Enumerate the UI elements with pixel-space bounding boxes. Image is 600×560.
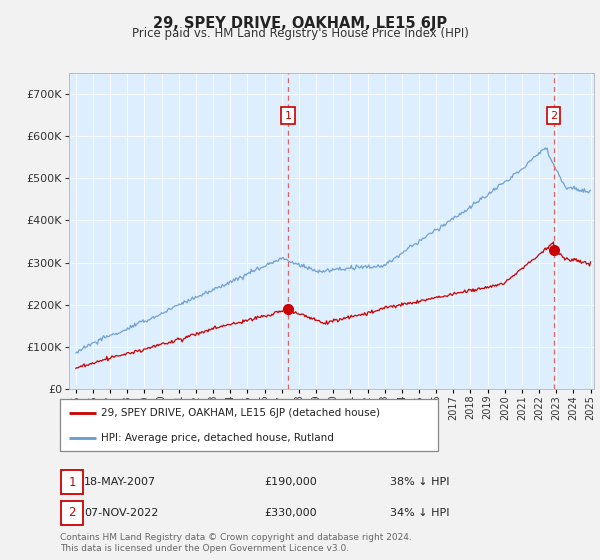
Text: Contains HM Land Registry data © Crown copyright and database right 2024.
This d: Contains HM Land Registry data © Crown c…: [60, 533, 412, 553]
Text: Price paid vs. HM Land Registry's House Price Index (HPI): Price paid vs. HM Land Registry's House …: [131, 27, 469, 40]
FancyBboxPatch shape: [61, 470, 83, 494]
Text: 29, SPEY DRIVE, OAKHAM, LE15 6JP: 29, SPEY DRIVE, OAKHAM, LE15 6JP: [153, 16, 447, 31]
Text: 2: 2: [68, 506, 76, 520]
FancyBboxPatch shape: [61, 501, 83, 525]
Text: 34% ↓ HPI: 34% ↓ HPI: [390, 508, 449, 518]
Text: 29, SPEY DRIVE, OAKHAM, LE15 6JP (detached house): 29, SPEY DRIVE, OAKHAM, LE15 6JP (detach…: [101, 408, 380, 418]
Text: 07-NOV-2022: 07-NOV-2022: [84, 508, 158, 518]
FancyBboxPatch shape: [60, 399, 438, 451]
Text: 2: 2: [550, 110, 557, 120]
Text: 1: 1: [284, 110, 292, 120]
Text: £330,000: £330,000: [264, 508, 317, 518]
Text: £190,000: £190,000: [264, 477, 317, 487]
Text: HPI: Average price, detached house, Rutland: HPI: Average price, detached house, Rutl…: [101, 433, 334, 444]
Text: 18-MAY-2007: 18-MAY-2007: [84, 477, 156, 487]
Text: 38% ↓ HPI: 38% ↓ HPI: [390, 477, 449, 487]
Text: 1: 1: [68, 475, 76, 489]
